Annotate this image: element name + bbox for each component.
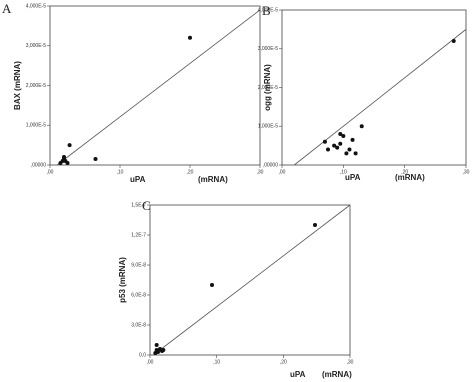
x-tick-label: ,10 bbox=[340, 169, 347, 175]
point bbox=[347, 147, 352, 152]
y-tick-label: ,00000 bbox=[263, 162, 279, 168]
x-tick-label: ,00 bbox=[47, 169, 54, 175]
x-axis-unit: (mRNA) bbox=[395, 173, 425, 182]
fit-line bbox=[56, 9, 261, 166]
x-axis-label: uPA bbox=[345, 173, 361, 182]
fit-line bbox=[153, 204, 351, 356]
x-tick-label: ,30 bbox=[463, 169, 470, 175]
y-tick-label: 1,000E-5 bbox=[258, 124, 279, 130]
point bbox=[313, 223, 317, 227]
point bbox=[350, 137, 355, 142]
y-tick-label: 2,000E-5 bbox=[26, 83, 47, 89]
x-tick-label: ,30 bbox=[257, 169, 264, 175]
y-axis-label: ogg (mRNA) bbox=[263, 64, 272, 111]
x-tick-label: ,20 bbox=[280, 359, 287, 365]
y-tick-label: 3,0E-8 bbox=[131, 322, 146, 328]
x-tick-label: ,00 bbox=[279, 169, 286, 175]
y-tick-label: 4,000E-5 bbox=[258, 7, 279, 13]
y-tick-label: 3,000E-5 bbox=[258, 46, 279, 52]
x-tick-label: ,30 bbox=[347, 359, 354, 365]
x-axis-unit: (mRNA) bbox=[322, 370, 352, 379]
point bbox=[322, 139, 327, 144]
panel-label: A bbox=[2, 1, 12, 16]
x-tick-label: ,00 bbox=[147, 359, 154, 365]
plot-frame bbox=[149, 204, 351, 356]
point bbox=[326, 147, 330, 152]
y-axis-label: BAX (mRNA) bbox=[13, 61, 22, 110]
y-tick-label: ,00000 bbox=[31, 162, 47, 168]
x-axis-label: uPA bbox=[290, 370, 306, 379]
x-axis-unit: (mRNA) bbox=[198, 175, 228, 184]
y-tick-label: 2,000E-5 bbox=[258, 85, 279, 91]
y-tick-label: 1,000E-5 bbox=[26, 123, 47, 129]
point bbox=[156, 350, 160, 354]
y-tick-label: 3,000E-5 bbox=[26, 43, 47, 49]
y-tick-label: 1,2E-7 bbox=[131, 232, 146, 238]
point bbox=[338, 132, 343, 136]
point bbox=[341, 133, 346, 138]
point bbox=[332, 143, 337, 148]
y-tick-label: 6,0E-8 bbox=[131, 292, 146, 298]
point bbox=[210, 283, 214, 287]
panel-label: C bbox=[142, 198, 151, 213]
y-tick-label: 9,0E-8 bbox=[131, 262, 146, 268]
point bbox=[344, 151, 349, 156]
point bbox=[65, 161, 70, 166]
panel-label: B bbox=[262, 3, 271, 18]
plot-frame bbox=[49, 5, 261, 166]
fit-line bbox=[294, 29, 467, 166]
x-tick-label: ,10 bbox=[213, 359, 220, 365]
y-tick-label: 0,0 bbox=[139, 352, 146, 358]
y-tick-label: 1,5E-7 bbox=[131, 202, 146, 208]
point bbox=[154, 343, 159, 347]
x-tick-label: ,20 bbox=[187, 169, 194, 175]
point bbox=[93, 157, 98, 162]
x-tick-label: ,20 bbox=[401, 169, 408, 175]
y-axis-label: p53 (mRNA) bbox=[118, 257, 127, 303]
x-tick-label: ,10 bbox=[117, 169, 124, 175]
point bbox=[451, 39, 456, 43]
point bbox=[335, 145, 340, 150]
point bbox=[353, 151, 358, 156]
point bbox=[188, 35, 192, 40]
point bbox=[338, 141, 343, 146]
point bbox=[62, 155, 66, 160]
x-axis-label: uPA bbox=[130, 175, 146, 184]
y-tick-label: 4,000E-5 bbox=[26, 3, 47, 9]
plot-frame bbox=[281, 9, 467, 166]
point bbox=[67, 143, 72, 148]
point bbox=[359, 124, 364, 129]
point bbox=[161, 348, 166, 352]
